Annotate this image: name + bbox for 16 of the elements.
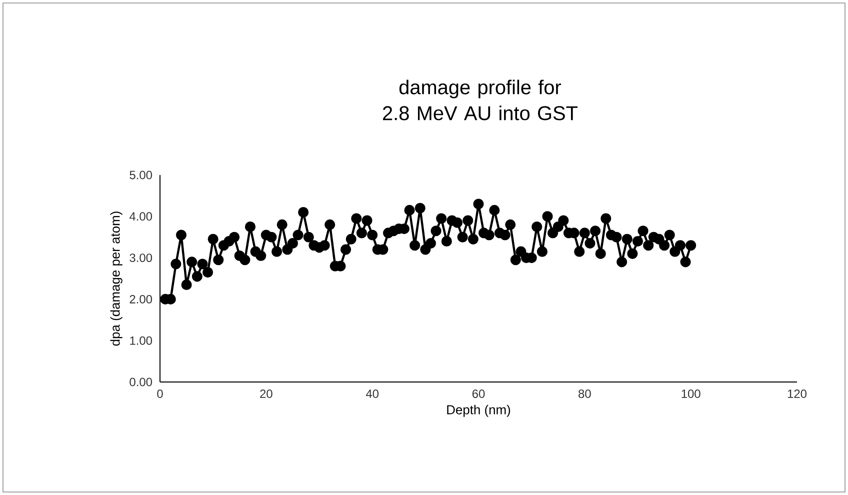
x-tick-label: 80 — [578, 390, 591, 398]
x-tick-label: 40 — [366, 390, 379, 398]
chart-title: damage profile for 2.8 MeV AU into GST — [383, 80, 578, 120]
y-tick-label: 2.00 — [130, 294, 152, 304]
y-tick-label: 4.00 — [129, 212, 152, 221]
y-tick-label: 0.00 — [130, 378, 152, 386]
y-axis-title: dpa (damage per atom) — [110, 212, 122, 346]
x-tick-label: 20 — [260, 390, 272, 398]
x-tick-label: 120 — [788, 390, 807, 398]
x-axis-title: Depth (nm) — [447, 404, 510, 417]
x-tick-label: 100 — [682, 390, 700, 398]
x-tick-label: 0 — [157, 390, 163, 398]
y-tick-label: 1.00 — [130, 336, 152, 345]
y-tick-label: 5.00 — [130, 170, 152, 180]
y-tick-label: 3.00 — [130, 254, 152, 262]
x-tick-label: 60 — [472, 390, 485, 398]
